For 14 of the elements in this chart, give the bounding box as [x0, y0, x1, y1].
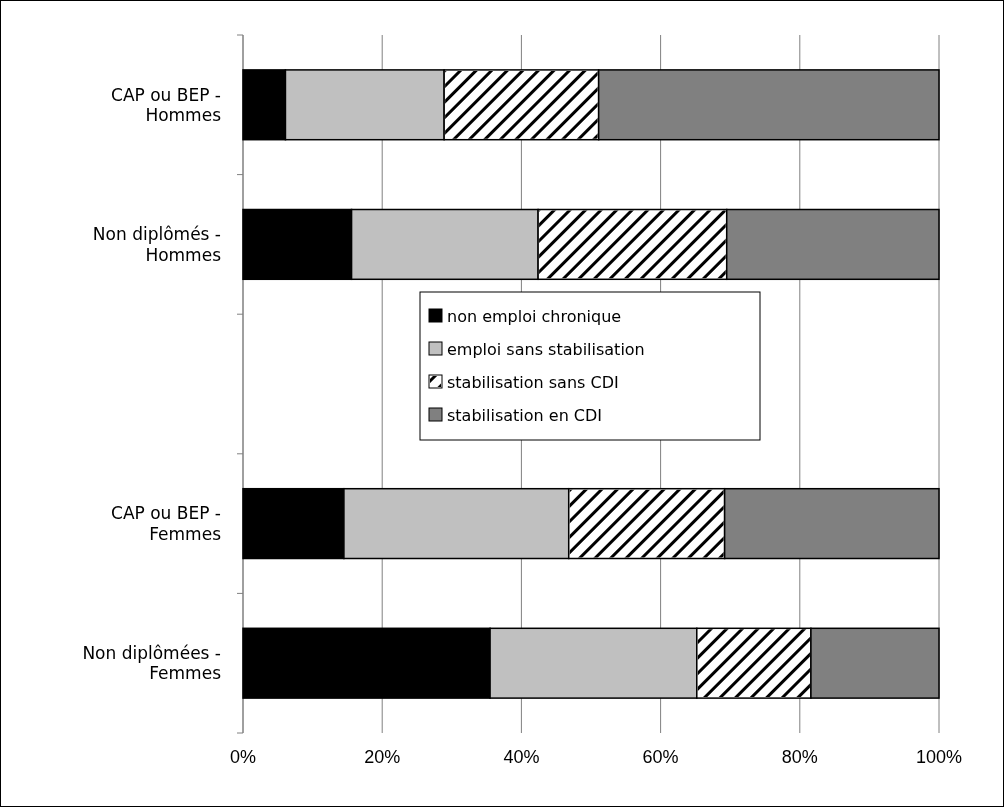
x-tick-label: 20%: [364, 747, 401, 767]
x-tick-label: 0%: [229, 747, 257, 767]
legend-label: stabilisation en CDI: [447, 406, 603, 425]
legend-label: stabilisation sans CDI: [447, 373, 619, 392]
y-tick-label: CAP ou BEP - Femmes: [111, 503, 222, 544]
y-tick-label: Non diplômées - Femmes: [82, 642, 222, 684]
legend-label: emploi sans stabilisation: [447, 340, 645, 359]
y-tick-label: CAP ou BEP - Hommes: [111, 84, 222, 125]
legend-label: non emploi chronique: [447, 307, 622, 326]
x-tick-label: 40%: [503, 747, 540, 767]
x-tick-label: 80%: [781, 747, 818, 767]
x-tick-label: 60%: [642, 747, 679, 767]
x-tick-label: 100%: [915, 747, 963, 767]
y-tick-label: Non diplômés - Hommes: [92, 224, 222, 265]
